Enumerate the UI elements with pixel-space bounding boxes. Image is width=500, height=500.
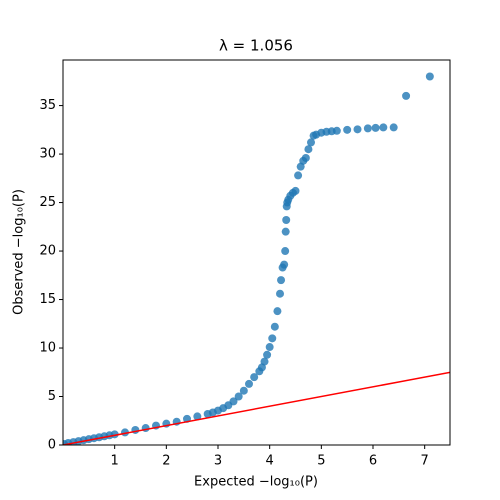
x-tick-label: 6 [369,454,377,469]
y-tick-label: 10 [39,341,56,356]
point [389,123,398,132]
point [229,397,238,406]
point [273,307,282,316]
point [276,289,285,298]
point [193,412,202,421]
y-axis-label: Observed −log₁₀(P) [12,189,27,315]
point [260,357,269,366]
y-tick-label: 30 [39,147,56,162]
point [379,123,388,132]
reference-line [63,371,450,445]
point [281,227,290,236]
point [280,260,289,269]
point [291,186,300,195]
point [307,138,316,147]
point [332,126,341,135]
point [277,276,286,285]
x-tick-label: 2 [162,454,170,469]
y-tick-label: 0 [48,438,56,453]
point [250,373,259,382]
point [343,125,352,134]
y-tick-label: 15 [39,292,56,307]
point [304,145,313,154]
x-axis-label: Expected −log₁₀(P) [194,475,318,490]
y-tick-label: 35 [39,98,56,113]
point [294,171,303,180]
point [263,350,272,359]
point [353,125,362,134]
point [234,392,243,401]
point [301,153,310,162]
x-tick-label: 3 [214,454,222,469]
point [270,322,279,331]
x-tick-label: 7 [421,454,429,469]
point [131,425,140,434]
point [268,334,277,343]
point [402,91,411,100]
point [239,386,248,395]
y-tick-label: 25 [39,195,56,210]
y-tick-label: 5 [48,389,56,404]
point [141,424,150,433]
y-tick-label: 20 [39,244,56,259]
x-tick-label: 4 [266,454,274,469]
point [245,379,254,388]
point [371,123,380,132]
plot-area [63,72,450,445]
x-tick-label: 5 [317,454,325,469]
point [363,124,372,133]
point [282,216,291,225]
point [265,343,274,352]
x-tick-label: 1 [111,454,119,469]
chart-title: λ = 1.056 [219,37,293,55]
point [281,247,290,256]
axes-frame [62,59,451,446]
point [425,72,434,81]
